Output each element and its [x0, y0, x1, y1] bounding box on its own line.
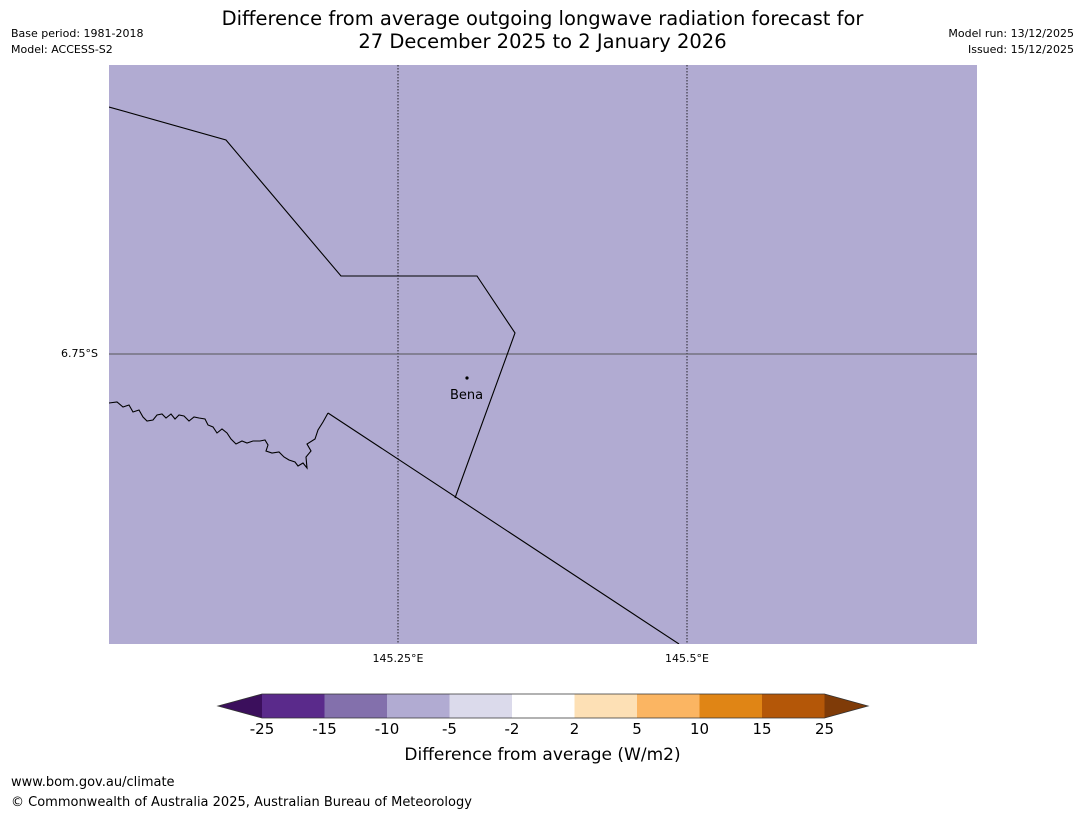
colorbar — [216, 693, 870, 719]
colorbar-bin — [324, 694, 387, 718]
map-svg — [109, 65, 977, 644]
colorbar-tick-label: 2 — [569, 720, 580, 738]
title-line-2: 27 December 2025 to 2 January 2026 — [358, 30, 727, 53]
colorbar-bin — [512, 694, 575, 718]
colorbar-tick-label: -25 — [249, 720, 275, 738]
colorbar-tick-label: -15 — [312, 720, 337, 738]
issued-label: Issued: 15/12/2025 — [967, 43, 1074, 56]
province-boundary-south — [327, 412, 680, 644]
bena-marker — [465, 376, 469, 380]
colorbar-tick-label: -2 — [504, 720, 520, 738]
source-url: www.bom.gov.au/climate — [11, 775, 175, 790]
colorbar-bin — [637, 694, 700, 718]
colorbar-tick-label: 25 — [814, 720, 835, 738]
colorbar-extend-high — [824, 694, 868, 718]
colorbar-bin — [699, 694, 762, 718]
place-label-bena: Bena — [450, 388, 484, 403]
province-boundary — [109, 106, 516, 499]
colorbar-bin — [387, 694, 450, 718]
river-coastline — [109, 401, 329, 470]
map-area — [109, 65, 977, 644]
longitude-tick-label-1: 145.25°E — [372, 652, 424, 665]
colorbar-bin — [574, 694, 637, 718]
model-run-label: Model run: 13/12/2025 — [948, 27, 1074, 40]
colorbar-bin — [449, 694, 512, 718]
colorbar-outline — [216, 693, 870, 719]
colorbar-tick-label: 5 — [632, 720, 642, 738]
copyright-notice: © Commonwealth of Australia 2025, Austra… — [11, 795, 472, 810]
colorbar-bin — [262, 694, 325, 718]
colorbar-extend-low — [218, 694, 262, 718]
title-line-1: Difference from average outgoing longwav… — [221, 7, 864, 30]
base-period-label: Base period: 1981-2018 — [11, 27, 144, 40]
model-label: Model: ACCESS-S2 — [11, 43, 113, 56]
latitude-tick-label: 6.75°S — [61, 347, 98, 360]
colorbar-title: Difference from average (W/m2) — [404, 745, 681, 765]
colorbar-bin — [762, 694, 825, 718]
longitude-tick-label-2: 145.5°E — [665, 652, 709, 665]
colorbar-tick-label: -5 — [442, 720, 457, 738]
colorbar-tick-label: -10 — [374, 720, 400, 738]
colorbar-tick-label: 10 — [689, 720, 710, 738]
colorbar-tick-label: 15 — [752, 720, 772, 738]
map-title: Difference from average outgoing longwav… — [0, 7, 1085, 53]
